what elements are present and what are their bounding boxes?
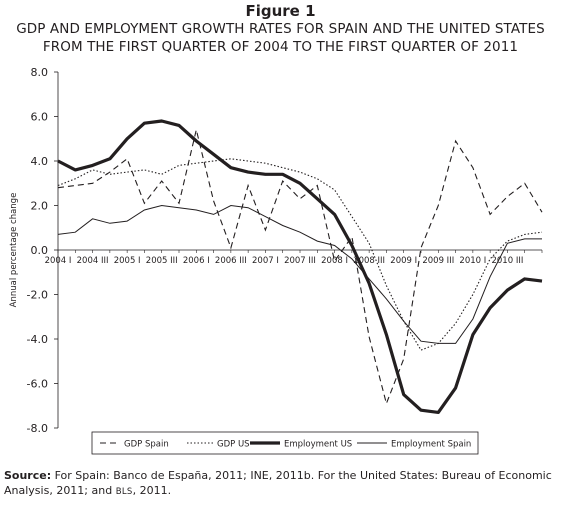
chart-title-line-2: FROM THE FIRST QUARTER OF 2004 TO THE FI… bbox=[42, 39, 519, 55]
series-line-gdp-us bbox=[57, 158, 543, 351]
x-tick-label: 2004 III bbox=[77, 256, 109, 266]
y-tick-label: 2.0 bbox=[31, 200, 49, 213]
figure-label: Figure 1 bbox=[245, 2, 316, 20]
x-tick-label: 2009 III bbox=[422, 256, 454, 266]
series-line-employment-us bbox=[57, 119, 543, 414]
x-tick-label: 2009 I bbox=[390, 256, 417, 266]
x-tick-label: 2010 I bbox=[459, 256, 486, 266]
x-tick-label: 2010 III bbox=[491, 256, 523, 266]
legend-label: GDP US bbox=[217, 440, 250, 450]
y-tick-label: -4.0 bbox=[27, 333, 48, 346]
y-tick-label: 8.0 bbox=[31, 66, 49, 79]
line-chart: 8.0 6.0 4.0 2.0 0.0 -2.0 -4.0 -6.0 -8.0 Annual pe… bbox=[9, 66, 543, 455]
y-tick-label: -6.0 bbox=[27, 378, 48, 391]
x-tick-label: 2005 I bbox=[114, 256, 141, 266]
x-tick-label: 2007 III bbox=[284, 256, 316, 266]
x-tick-label: 2008 III bbox=[353, 256, 385, 266]
source-text: For Spain: Banco de España, 2011; INE, 2… bbox=[4, 469, 552, 497]
source-note: Source: For Spain: Banco de España, 2011… bbox=[4, 468, 556, 500]
x-tick-label: 2007 I bbox=[252, 256, 279, 266]
legend-label: GDP Spain bbox=[124, 440, 169, 450]
source-smallcaps: BLS bbox=[115, 487, 133, 497]
legend-label: Employment Spain bbox=[391, 440, 471, 450]
legend-label: Employment US bbox=[284, 440, 352, 450]
x-tick-label: 2008 I bbox=[321, 256, 348, 266]
legend-box bbox=[91, 431, 479, 455]
x-tick-label: 2006 I bbox=[183, 256, 210, 266]
y-tick-label: 0.0 bbox=[31, 244, 49, 257]
series-line-employment-spain bbox=[57, 204, 542, 344]
chart-title-line-1: GDP AND EMPLOYMENT GROWTH RATES FOR SPAI… bbox=[16, 21, 545, 37]
y-tick-label: 4.0 bbox=[31, 155, 49, 168]
y-tick-label: -2.0 bbox=[27, 289, 48, 302]
y-tick-label: 6.0 bbox=[31, 111, 49, 124]
y-tick-label: -8.0 bbox=[27, 422, 48, 435]
series-line-gdp-spain bbox=[57, 129, 543, 406]
source-end: , 2011. bbox=[132, 484, 172, 497]
x-tick-label: 2004 I bbox=[45, 256, 72, 266]
x-tick-label: 2006 III bbox=[215, 256, 247, 266]
y-axis-label: Annual percentage change bbox=[9, 193, 19, 308]
chart-title: GDP AND EMPLOYMENT GROWTH RATES FOR SPAI… bbox=[0, 20, 561, 56]
source-label: Source: bbox=[4, 469, 52, 482]
x-tick-label: 2005 III bbox=[146, 256, 178, 266]
